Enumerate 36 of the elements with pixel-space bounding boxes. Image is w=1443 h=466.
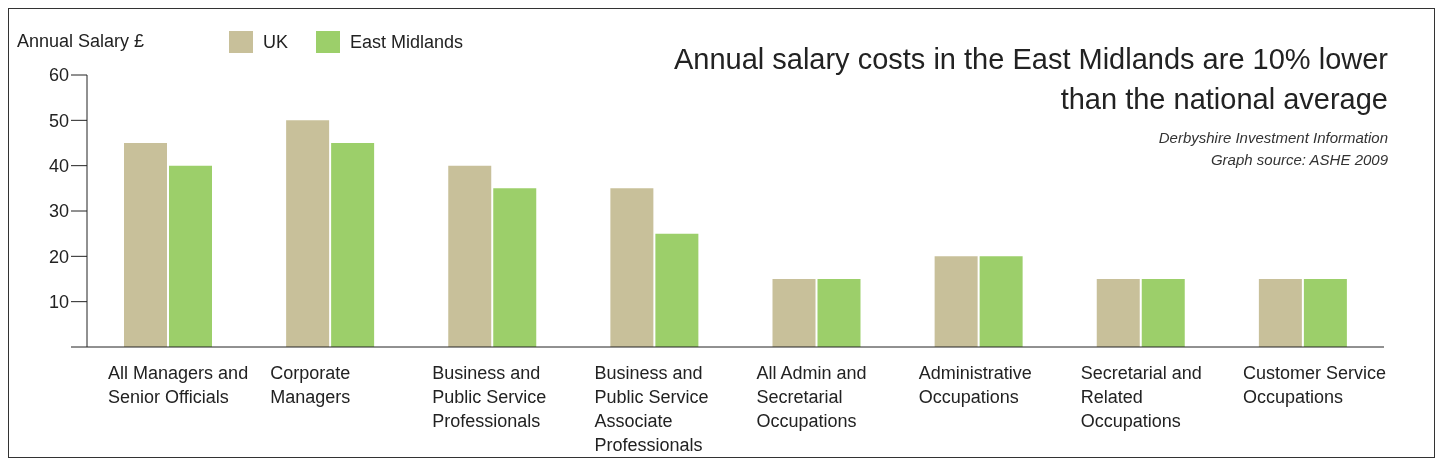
annotation: Graph source: ASHE 2009 [1209,150,1388,170]
x-tick-label: Administrative Occupations [918,363,1032,407]
x-tick-label: All Admin and Secretarial Occupations [756,363,867,431]
bar [934,256,978,347]
bar [1096,279,1140,347]
bar [331,143,375,347]
y-axis-title: Annual Salary £ [17,31,145,52]
bar [169,165,212,347]
bar [979,256,1023,347]
legend-label: UK [263,31,289,53]
bar [655,233,699,347]
x-tick-label: Secretarial and Related Occupations [1080,363,1202,431]
y-tick-label: 30 [48,201,69,222]
bar [610,188,654,347]
bar [1258,279,1302,347]
bar [817,279,861,347]
x-tick-label: All Managers and Senior Officials [108,363,249,407]
x-tick-label: Corporate Managers [270,363,351,407]
y-tick-label: 50 [48,110,69,131]
y-tick-label: 10 [48,292,69,313]
x-tick-label: Business and Public Service Professionals [432,363,547,431]
y-tick-label: 20 [48,246,69,267]
annotation: Derbyshire Investment Information [1158,128,1388,148]
bar [124,143,167,347]
bar [493,188,537,347]
x-tick-label: Customer Service Occupations [1242,363,1386,407]
y-tick-label: 40 [48,156,69,177]
x-tick-label: Business and Public Service Associate Professionals [594,363,709,455]
y-tick-label: 60 [48,65,69,86]
chart-title: Annual salary costs in the East Midlands are 10% lower than the national average [672,42,1388,117]
bar [286,120,330,347]
bar [1141,279,1185,347]
legend-label: East Midlands [350,31,464,53]
bar [1303,279,1347,347]
bar [772,279,816,347]
bar [448,165,492,347]
